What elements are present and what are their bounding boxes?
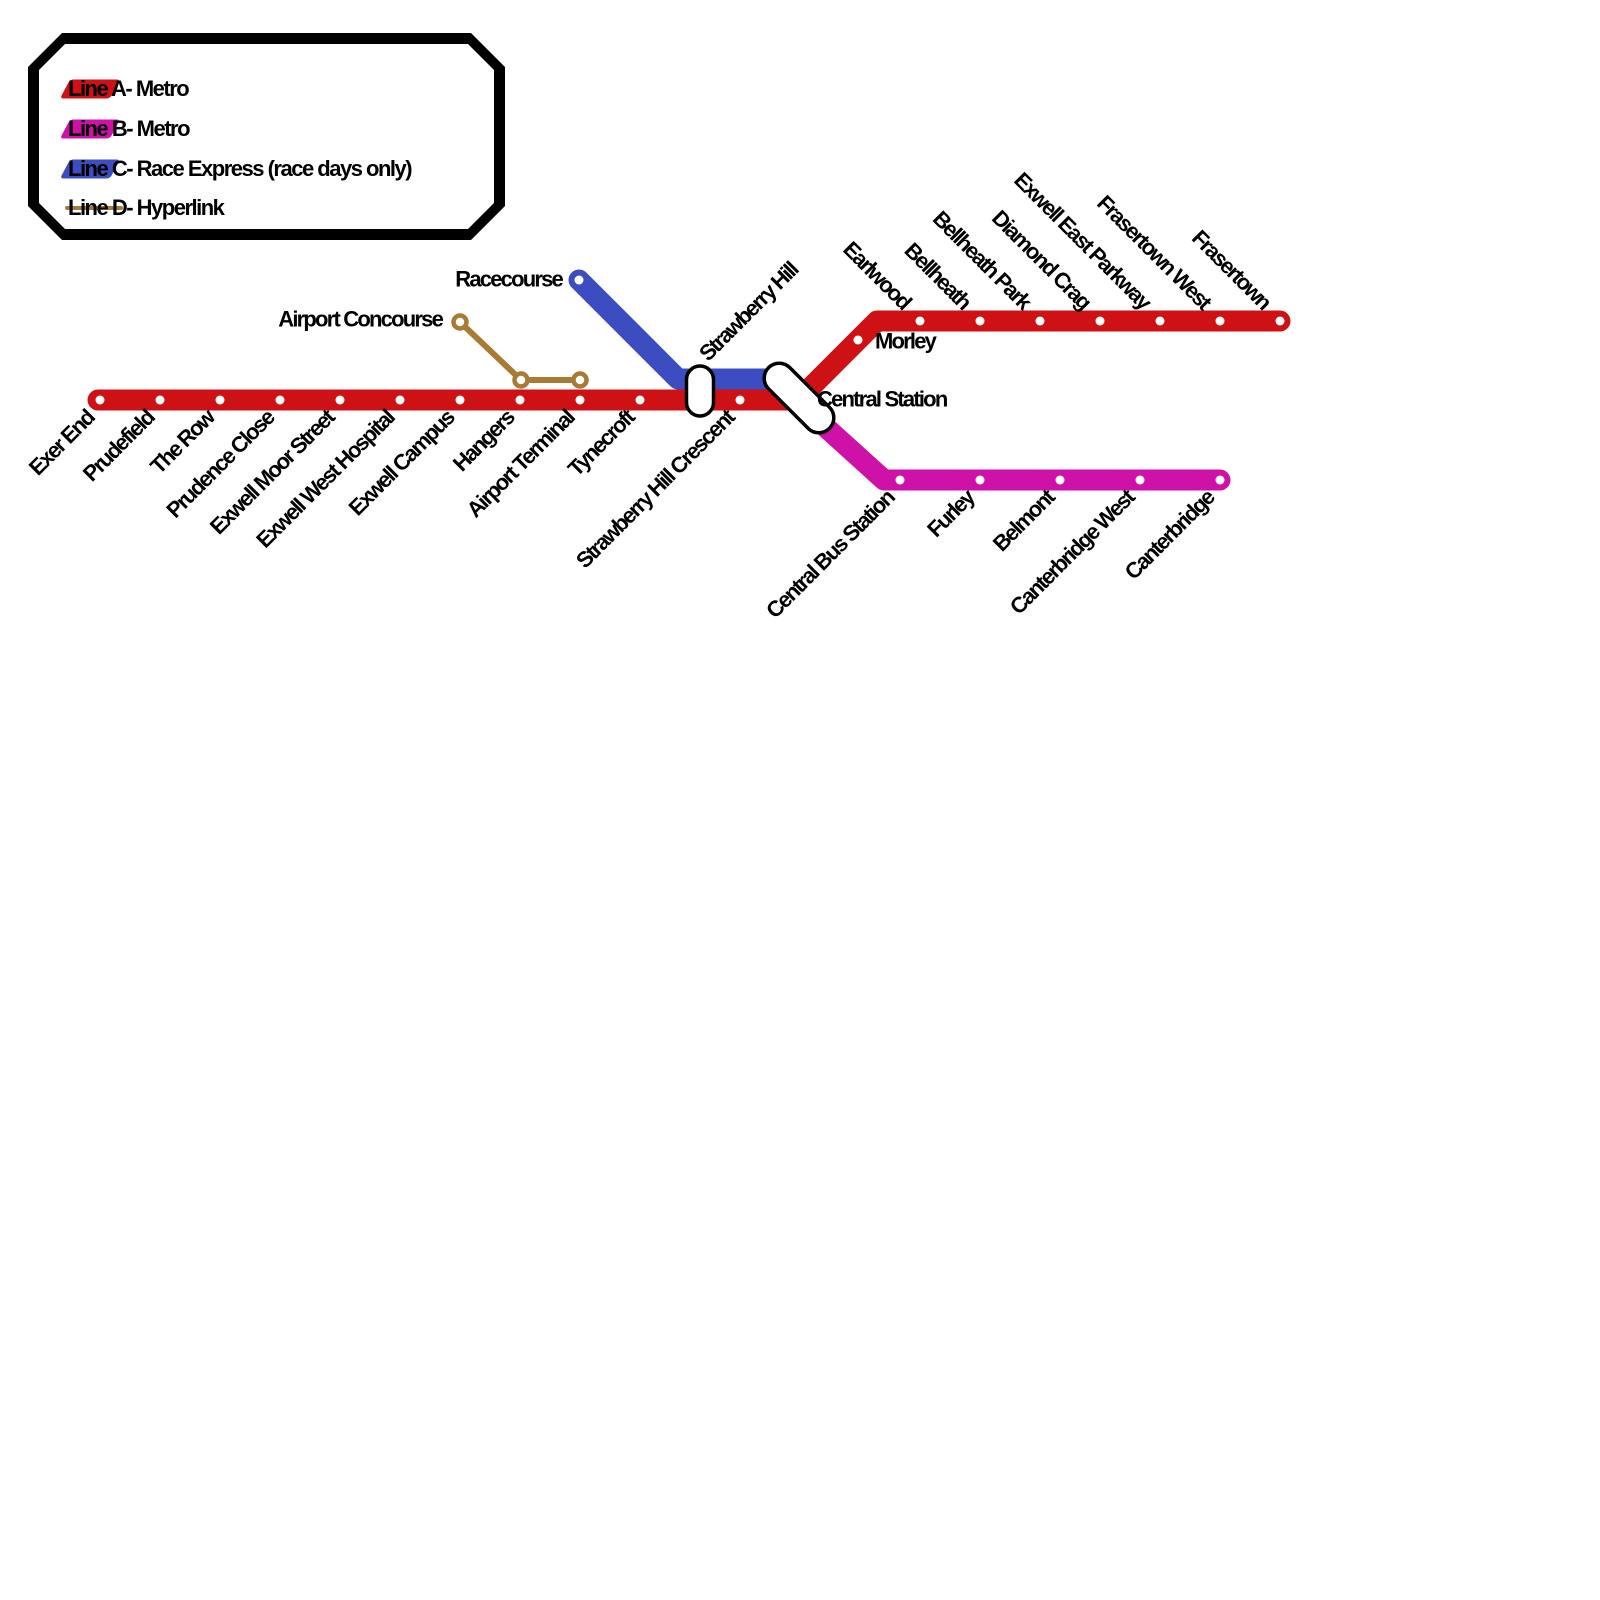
legend-item-label: Line D- Hyperlink — [68, 195, 225, 220]
station-dot-hangers — [515, 395, 525, 405]
legend-item-label: Line A- Metro — [68, 76, 190, 101]
legend-item-line-c: Line C- Race Express (race days only) — [59, 156, 413, 181]
station-label-morley: Morley — [875, 329, 938, 354]
legend-item-label: Line B- Metro — [68, 116, 191, 141]
station-dot-exwell-moor-street — [335, 395, 345, 405]
station-dot-frasertown — [1275, 316, 1285, 326]
line-d-swatch — [65, 206, 123, 210]
station-dot-frasertown-west — [1215, 316, 1225, 326]
station-dot-strawberry-hill-crescent — [735, 395, 745, 405]
station-dot-belmont — [1055, 475, 1065, 485]
route-line-a-metro-red — [87, 310, 1291, 411]
station-dot-tynecroft — [635, 395, 645, 405]
legend-item-line-d: Line D- Hyperlink — [65, 195, 225, 220]
station-ring-airport-concourse — [451, 313, 469, 331]
station-dot-canterbridge-west — [1135, 475, 1145, 485]
station-dot-prudence-close — [275, 395, 285, 405]
station-dot-bellheath — [975, 316, 985, 326]
route-line-b-metro-magenta — [799, 402, 1231, 491]
station-dot-racecourse — [574, 275, 584, 285]
station-dot-diamond-crag — [1095, 316, 1105, 326]
station-label-strawberry-hill: Strawberry Hill — [694, 257, 803, 366]
legend-item-label: Line C- Race Express (race days only) — [68, 156, 413, 181]
station-ring-unnamed — [571, 371, 589, 389]
route-line-d-hyperlink-brown — [457, 319, 583, 383]
station-label-central-station: Central Station — [817, 387, 948, 412]
station-dot-exer-end — [95, 395, 105, 405]
station-dot-central-bus-station — [895, 475, 905, 485]
station-label-belmont: Belmont — [988, 483, 1061, 556]
station-dot-airport-terminal — [575, 395, 585, 405]
station-dot-the-row — [215, 395, 225, 405]
route-line-c-race-express-blue — [568, 269, 799, 390]
station-label-airport-concourse: Airport Concourse — [278, 307, 443, 332]
station-label-central-bus-station: Central Bus Station — [761, 484, 900, 623]
station-dot-furley — [975, 475, 985, 485]
station-label-earlwood: Earlwood — [838, 236, 916, 314]
station-dot-exwell-west-hospital — [395, 395, 405, 405]
legend-box: Line A- Metro Line B- Metro Line C- Race… — [28, 33, 505, 240]
interchange-central-station — [762, 361, 836, 435]
station-dot-exwell-campus — [455, 395, 465, 405]
legend-background: Line A- Metro Line B- Metro Line C- Race… — [39, 44, 494, 229]
station-dot-prudefield — [155, 395, 165, 405]
legend-item-line-b: Line B- Metro — [59, 116, 191, 141]
station-label-furley: Furley — [922, 483, 981, 542]
station-label-racecourse: Racecourse — [455, 267, 563, 292]
station-dot-earlwood — [915, 316, 925, 326]
station-dot-exwell-east-parkway — [1155, 316, 1165, 326]
station-dot-bellheath-park — [1035, 316, 1045, 326]
station-label-exwell-campus: Exwell Campus — [344, 404, 460, 520]
station-label-tynecroft: Tynecroft — [563, 403, 641, 481]
interchange-strawberry-hill — [684, 364, 716, 418]
station-dot-morley — [853, 335, 863, 345]
legend-item-line-a: Line A- Metro — [59, 76, 190, 101]
station-ring-unnamed — [512, 371, 530, 389]
station-dot-canterbridge — [1215, 475, 1225, 485]
